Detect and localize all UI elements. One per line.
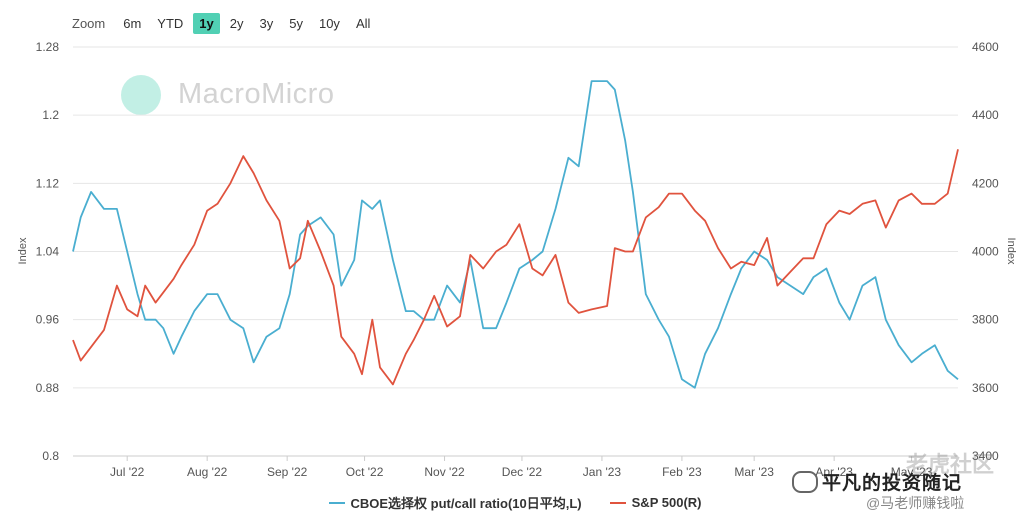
right-tick-label: 4400 <box>972 108 999 122</box>
x-tick-label: Nov '22 <box>424 465 465 479</box>
right-tick-label: 3800 <box>972 313 999 327</box>
range-button-2y[interactable]: 2y <box>229 15 244 31</box>
x-tick-label: Feb '23 <box>662 465 702 479</box>
left-axis-title: Index <box>17 237 29 264</box>
left-tick-label: 0.96 <box>36 313 60 327</box>
series-line-put-call <box>72 80 959 389</box>
x-tick-label: Aug '22 <box>187 465 228 479</box>
zoom-label: Zoom <box>72 15 106 31</box>
legend: CBOE选择权 put/call ratio(10日平均,L) S&P 500(… <box>0 493 1030 512</box>
range-button-6m[interactable]: 6m <box>123 15 142 31</box>
community-watermark: 老虎社区 <box>906 452 995 477</box>
left-tick-label: 1.04 <box>36 245 60 259</box>
author-name: 平凡的投资随记 <box>822 473 963 494</box>
left-tick-label: 1.28 <box>36 40 60 54</box>
legend-label-put-call: CBOE选择权 put/call ratio(10日平均,L) <box>350 496 582 511</box>
left-tick-label: 0.8 <box>42 449 59 463</box>
legend-item-sp500[interactable]: S&P 500(R) <box>609 493 702 512</box>
x-tick-label: Apr '23 <box>815 465 853 479</box>
right-tick-label: 3600 <box>972 381 999 395</box>
series-lines <box>72 80 959 389</box>
right-tick-label: 4600 <box>972 40 999 54</box>
x-tick-label: Dec '22 <box>502 465 543 479</box>
range-button-5y[interactable]: 5y <box>289 15 303 31</box>
left-tick-label: 1.2 <box>42 108 59 122</box>
x-tick-label: Oct '22 <box>346 465 384 479</box>
legend-item-put-call[interactable]: CBOE选择权 put/call ratio(10日平均,L) <box>328 493 582 512</box>
x-tick-label: Sep '22 <box>267 465 308 479</box>
gridlines <box>73 46 958 461</box>
x-tick-label: Jul '22 <box>110 465 145 479</box>
right-axis-ticks: 3400 3600 3800 4000 4200 4400 4600 <box>972 40 999 463</box>
x-tick-label: Mar '23 <box>734 465 774 479</box>
legend-swatch-put-call <box>328 501 345 504</box>
x-tick-label: May '23 <box>891 465 933 479</box>
range-selector: Zoom 6m YTD 1y 2y 3y 5y 10y All <box>72 12 380 34</box>
right-tick-label: 3400 <box>972 449 999 463</box>
author-handle: @马老师赚钱啦 <box>866 495 965 511</box>
wechat-icon <box>792 470 818 493</box>
legend-swatch-sp500 <box>609 501 626 504</box>
right-tick-label: 4000 <box>972 245 999 259</box>
left-tick-label: 1.12 <box>36 176 60 190</box>
range-button-1y[interactable]: 1y <box>193 12 220 34</box>
range-button-3y[interactable]: 3y <box>259 15 274 31</box>
x-tick-label: Jan '23 <box>583 465 622 479</box>
left-axis-ticks: 0.8 0.88 0.96 1.04 1.12 1.2 1.28 <box>36 40 60 463</box>
right-axis-title: Index <box>1005 238 1017 265</box>
left-tick-label: 0.88 <box>36 381 60 395</box>
right-tick-label: 4200 <box>972 176 999 190</box>
macromicro-watermark: MacroMicro <box>178 78 335 110</box>
range-button-10y[interactable]: 10y <box>318 15 340 31</box>
x-axis-ticks: Jul '22 Aug '22 Sep '22 Oct '22 Nov '22 Dec '… <box>110 465 933 479</box>
legend-label-sp500: S&P 500(R) <box>631 495 702 510</box>
author-watermark: 平凡的投资随记 <box>792 468 962 495</box>
series-line-sp500 <box>72 149 959 386</box>
range-button-all[interactable]: All <box>355 15 371 31</box>
macromicro-logo-icon <box>121 75 161 115</box>
range-button-ytd[interactable]: YTD <box>157 15 184 31</box>
